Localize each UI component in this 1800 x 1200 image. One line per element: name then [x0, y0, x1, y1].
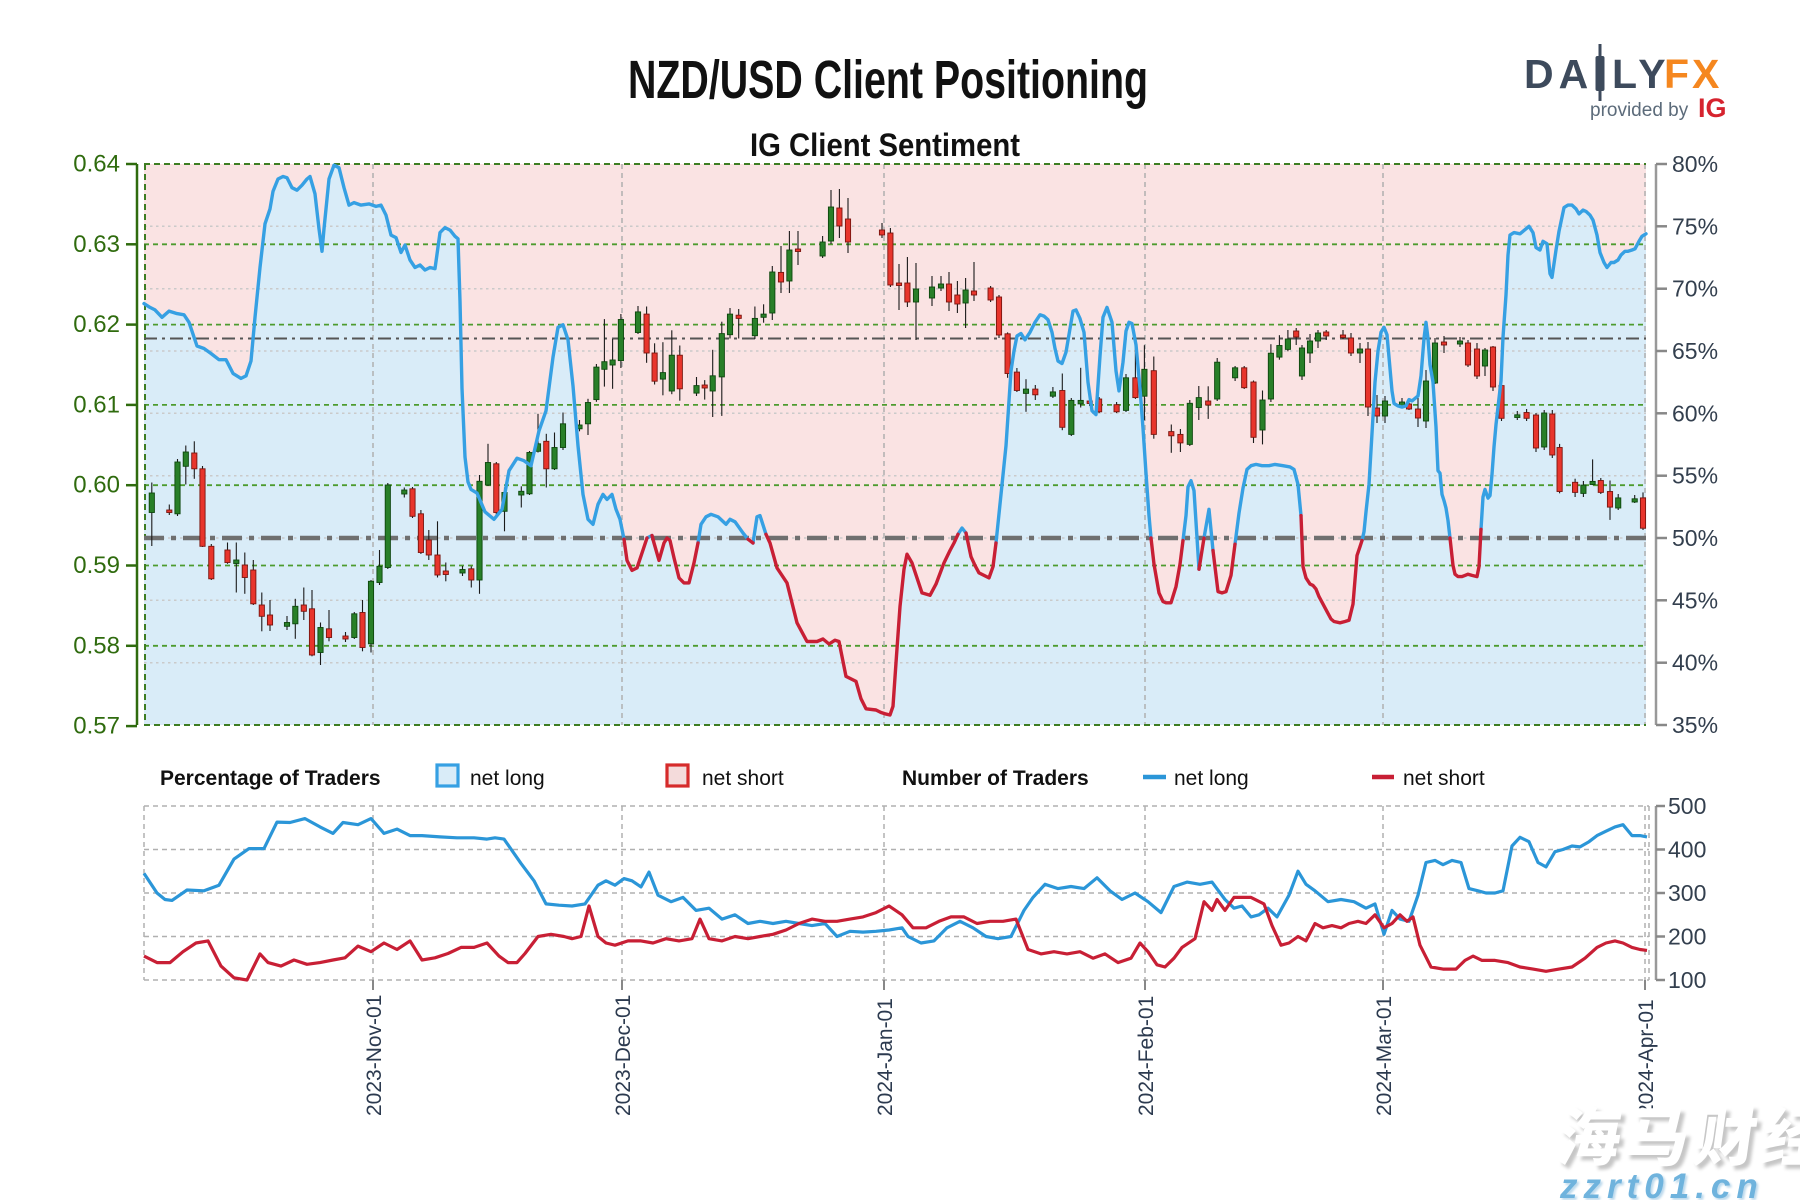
svg-text:50%: 50% — [1672, 525, 1718, 551]
svg-text:0.57: 0.57 — [73, 713, 120, 740]
svg-text:0.61: 0.61 — [73, 391, 120, 418]
svg-text:65%: 65% — [1672, 338, 1718, 364]
svg-text:net short: net short — [1403, 767, 1485, 790]
svg-text:Number of Traders: Number of Traders — [902, 767, 1089, 790]
svg-text:net long: net long — [1174, 767, 1249, 790]
svg-text:60%: 60% — [1672, 400, 1718, 426]
svg-text:2023-Nov-01: 2023-Nov-01 — [363, 995, 386, 1116]
svg-text:provided by: provided by — [1590, 100, 1689, 121]
svg-text:LY: LY — [1612, 51, 1671, 97]
svg-text:DA: DA — [1524, 51, 1593, 97]
svg-text:0.62: 0.62 — [73, 311, 120, 338]
svg-text:100: 100 — [1668, 967, 1706, 993]
svg-text:35%: 35% — [1672, 712, 1718, 738]
svg-text:2024-Feb-01: 2024-Feb-01 — [1135, 996, 1158, 1116]
svg-text:FX: FX — [1664, 51, 1722, 97]
svg-text:80%: 80% — [1672, 151, 1718, 177]
svg-text:Percentage of Traders: Percentage of Traders — [160, 767, 381, 790]
svg-text:55%: 55% — [1672, 463, 1718, 489]
svg-text:0.63: 0.63 — [73, 231, 120, 258]
svg-text:net long: net long — [470, 767, 545, 790]
svg-text:0.58: 0.58 — [73, 632, 120, 659]
svg-text:IG Client Sentiment: IG Client Sentiment — [750, 127, 1020, 163]
svg-text:300: 300 — [1668, 880, 1706, 906]
svg-text:200: 200 — [1668, 924, 1706, 950]
svg-text:40%: 40% — [1672, 650, 1718, 676]
svg-text:500: 500 — [1668, 793, 1706, 819]
svg-text:2023-Dec-01: 2023-Dec-01 — [612, 995, 635, 1116]
svg-text:75%: 75% — [1672, 213, 1718, 239]
svg-text:IG: IG — [1698, 93, 1727, 123]
svg-text:0.60: 0.60 — [73, 472, 120, 499]
svg-text:2024-Jan-01: 2024-Jan-01 — [874, 998, 897, 1116]
svg-text:net short: net short — [702, 767, 784, 790]
svg-text:0.59: 0.59 — [73, 552, 120, 579]
svg-text:45%: 45% — [1672, 587, 1718, 613]
svg-text:2024-Apr-01: 2024-Apr-01 — [1635, 999, 1658, 1116]
svg-text:0.64: 0.64 — [73, 151, 120, 178]
svg-text:zzrt01.cn: zzrt01.cn — [1559, 1167, 1764, 1200]
svg-text:400: 400 — [1668, 837, 1706, 863]
svg-text:70%: 70% — [1672, 276, 1718, 302]
svg-text:NZD/USD Client Positioning: NZD/USD Client Positioning — [628, 50, 1148, 110]
svg-text:2024-Mar-01: 2024-Mar-01 — [1373, 996, 1396, 1116]
